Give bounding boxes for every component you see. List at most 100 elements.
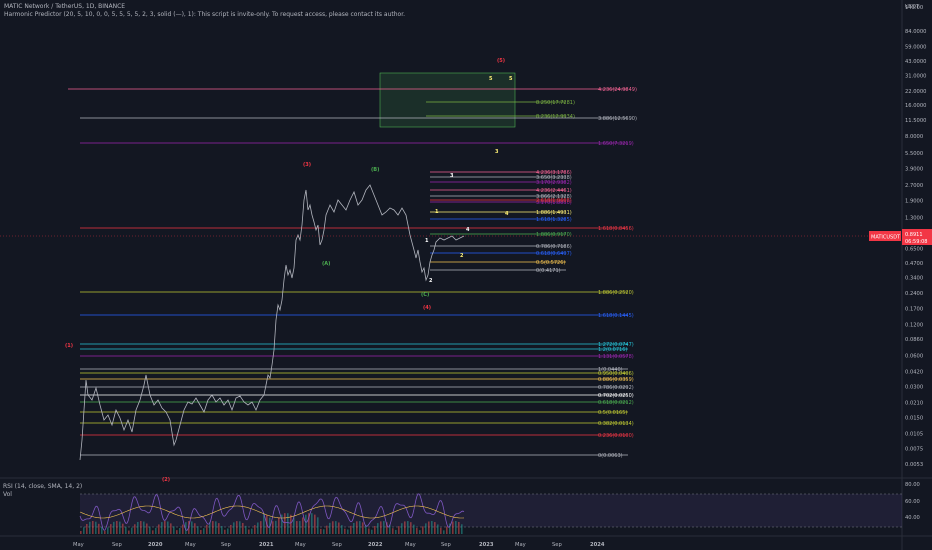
volume-bar bbox=[317, 517, 319, 534]
volume-bar bbox=[371, 529, 373, 534]
volume-bar bbox=[191, 521, 193, 534]
fib-level-label: 0.618(0.0212) bbox=[598, 400, 634, 406]
volume-bar bbox=[122, 523, 124, 534]
currency-label: USDT bbox=[905, 4, 920, 10]
y-tick-label: 0.0150 bbox=[905, 415, 923, 421]
fib-level-label: 0.5(0.5726) bbox=[536, 260, 565, 266]
y-tick-label: 0.0300 bbox=[905, 384, 923, 390]
volume-bar bbox=[281, 514, 283, 534]
fib-level-label: 3.866(2.1328) bbox=[536, 194, 572, 200]
volume-bar bbox=[173, 526, 175, 534]
volume-bar bbox=[440, 527, 442, 534]
fib-level-label: 0.786(0.0292) bbox=[598, 385, 634, 391]
volume-bar bbox=[83, 527, 85, 534]
x-tick-label: 2020 bbox=[148, 542, 163, 548]
volume-bar bbox=[416, 528, 418, 534]
rsi-tick-label: 40.00 bbox=[905, 515, 920, 521]
y-tick-label: 43.0000 bbox=[905, 59, 926, 65]
volume-bar bbox=[398, 526, 400, 534]
wave-label: (A) bbox=[322, 261, 330, 267]
volume-bar bbox=[389, 524, 391, 534]
volume-bar bbox=[218, 523, 220, 534]
volume-bar bbox=[308, 513, 310, 534]
volume-bar bbox=[113, 521, 115, 534]
volume-bar bbox=[125, 526, 127, 534]
volume-bar bbox=[410, 522, 412, 534]
x-tick-label: May bbox=[295, 542, 306, 548]
volume-bar bbox=[338, 522, 340, 534]
volume-bar bbox=[200, 529, 202, 534]
fib-level-label: 3.886(12.5690) bbox=[598, 116, 637, 122]
y-tick-label: 1.3000 bbox=[905, 216, 923, 222]
y-tick-label: 0.2400 bbox=[905, 291, 923, 297]
fib-level-label: 8.236(12.9934) bbox=[536, 114, 575, 120]
fib-level-label: 1.618(1.3285) bbox=[536, 217, 572, 223]
volume-bar bbox=[362, 522, 364, 534]
fib-level-label: 0.786(0.7186) bbox=[536, 244, 572, 250]
volume-bar bbox=[236, 521, 238, 534]
y-tick-label: 0.0860 bbox=[905, 337, 923, 343]
fib-level-label: 1.272(0.0747) bbox=[598, 342, 634, 348]
volume-bar bbox=[167, 521, 169, 534]
wave-label: (B) bbox=[371, 167, 379, 173]
symbol-badge-text: MATICUSDT bbox=[871, 235, 901, 241]
fib-level-label: 3.170(1.8830) bbox=[536, 200, 572, 206]
y-tick-label: 16.0000 bbox=[905, 103, 926, 109]
volume-bar bbox=[251, 528, 253, 534]
volume-bar bbox=[179, 528, 181, 534]
wave-label: (1) bbox=[65, 343, 73, 349]
fib-level-label: 0.702(0.0250) bbox=[598, 393, 634, 399]
volume-bar bbox=[185, 522, 187, 534]
y-tick-label: 31.0000 bbox=[905, 73, 926, 79]
x-tick-label: 2024 bbox=[590, 542, 605, 548]
volume-bar bbox=[263, 513, 265, 534]
y-tick-label: 0.0210 bbox=[905, 400, 923, 406]
rsi-legend[interactable]: RSI (14, close, SMA, 14, 2) bbox=[3, 483, 83, 490]
volume-bar bbox=[209, 522, 211, 534]
wave-label: 2 bbox=[429, 278, 433, 284]
x-tick-label: 2021 bbox=[259, 542, 274, 548]
volume-bar bbox=[170, 523, 172, 534]
volume-bar bbox=[227, 528, 229, 534]
volume-bar bbox=[245, 525, 247, 534]
volume-bar bbox=[392, 528, 394, 534]
volume-bar bbox=[215, 521, 217, 534]
y-tick-label: 5.5000 bbox=[905, 151, 923, 157]
volume-bar bbox=[344, 528, 346, 534]
volume-bar bbox=[290, 514, 292, 534]
x-tick-label: 2022 bbox=[368, 542, 383, 548]
volume-bar bbox=[260, 521, 262, 534]
volume-bar bbox=[452, 521, 454, 534]
y-tick-label: 143.00 bbox=[905, 5, 923, 11]
volume-bar bbox=[149, 526, 151, 534]
fib-level-label: 1(0.0440) bbox=[598, 367, 623, 373]
y-tick-label: 0.0420 bbox=[905, 369, 923, 375]
volume-bar bbox=[329, 522, 331, 534]
y-tick-label: 1.9000 bbox=[905, 199, 923, 205]
fib-level-label: 1.650(7.3219) bbox=[598, 141, 634, 147]
volume-bar bbox=[458, 521, 460, 534]
wave-label: 5 bbox=[509, 76, 513, 82]
y-tick-label: 0.1200 bbox=[905, 322, 923, 328]
volume-bar bbox=[89, 521, 91, 534]
fib-level-label: 3.650(3.2338) bbox=[536, 175, 572, 181]
volume-bar bbox=[428, 521, 430, 534]
volume-bar bbox=[230, 524, 232, 534]
volume-bar bbox=[257, 522, 259, 534]
x-tick-label: 2023 bbox=[479, 542, 494, 548]
volume-bar bbox=[92, 521, 94, 534]
wave-label: (3) bbox=[303, 162, 311, 168]
y-tick-label: 22.0000 bbox=[905, 89, 926, 95]
y-tick-label: 0.3400 bbox=[905, 276, 923, 282]
indicator-legend[interactable]: Harmonic Predictor (20, 5, 10, 0, 0, 5, … bbox=[4, 11, 406, 18]
rsi-band bbox=[80, 494, 902, 527]
wave-label: (4) bbox=[423, 305, 431, 311]
volume-bar bbox=[311, 513, 313, 534]
volume-bar bbox=[107, 527, 109, 534]
volume-bar bbox=[80, 531, 82, 534]
volume-bar bbox=[158, 524, 160, 534]
volume-bar bbox=[224, 529, 226, 534]
fib-level-label: 0(0.0063) bbox=[598, 453, 623, 459]
